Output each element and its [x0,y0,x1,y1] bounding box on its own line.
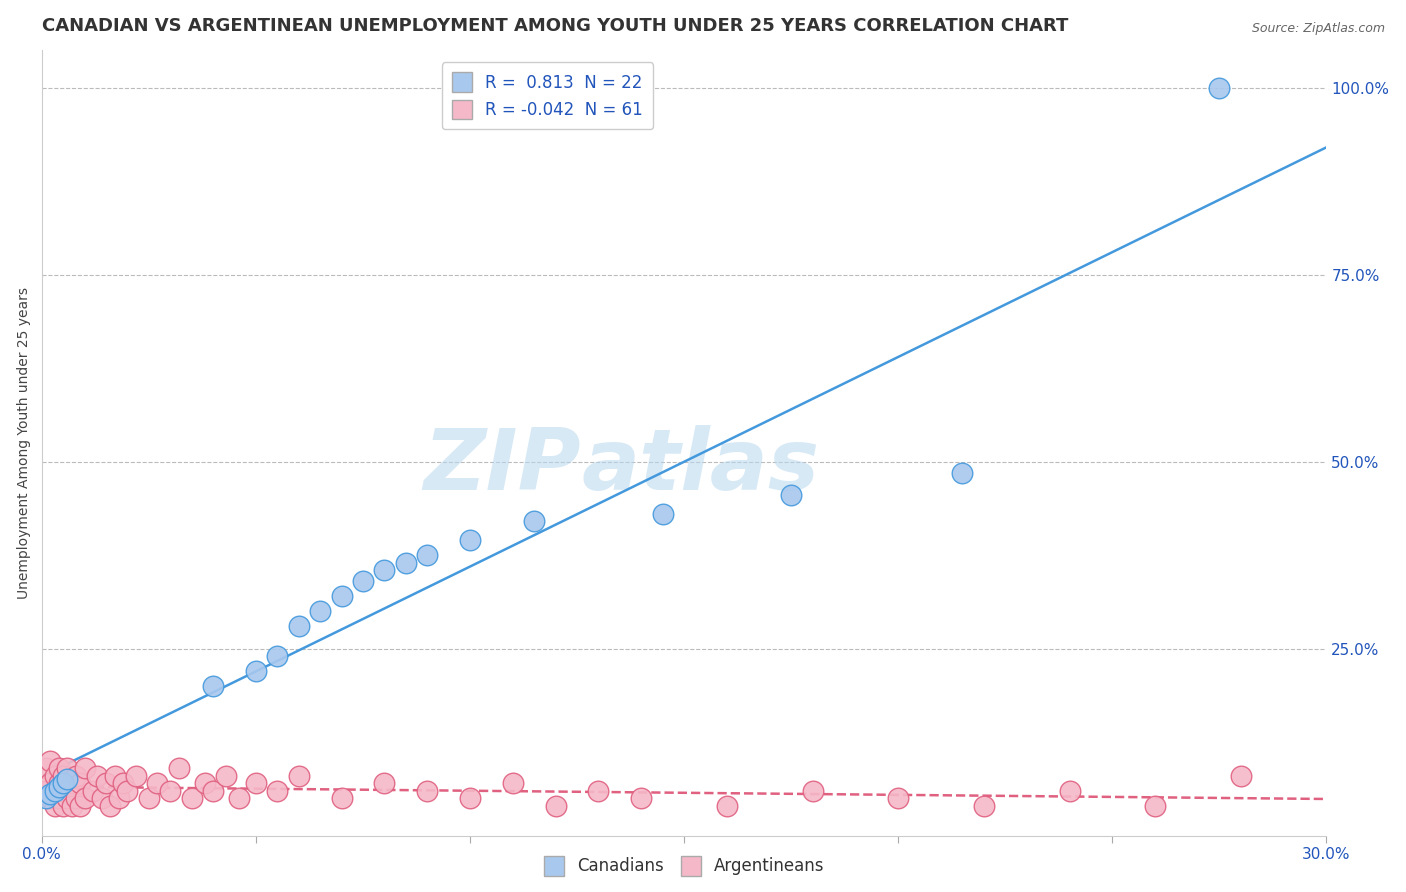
Point [146,776,169,790]
Point [1208,80,1230,95]
Text: ZIP: ZIP [423,425,581,508]
Point [39,791,62,805]
Point [39,776,62,790]
Point [52,783,75,797]
Point [90,791,112,805]
Point [215,769,238,783]
Point [65,791,87,805]
Text: CANADIAN VS ARGENTINEAN UNEMPLOYMENT AMONG YOUTH UNDER 25 YEARS CORRELATION CHAR: CANADIAN VS ARGENTINEAN UNEMPLOYMENT AMO… [42,17,1069,35]
Point [373,563,395,577]
Point [48,791,70,805]
Y-axis label: Unemployment Among Youth under 25 years: Unemployment Among Youth under 25 years [17,287,31,599]
Point [544,798,567,813]
Point [44,798,66,813]
Point [69,776,91,790]
Point [39,788,62,802]
Point [193,776,215,790]
Point [973,798,995,813]
Point [395,556,418,570]
Point [309,604,332,618]
Point [117,783,139,797]
Point [228,791,250,805]
Point [1144,798,1167,813]
Text: Source: ZipAtlas.com: Source: ZipAtlas.com [1251,22,1385,36]
Point [523,515,546,529]
Point [1230,769,1253,783]
Point [35,791,58,805]
Point [56,772,79,787]
Point [35,783,58,797]
Point [458,533,481,547]
Point [502,776,524,790]
Point [1059,783,1081,797]
Point [801,783,824,797]
Point [352,574,374,589]
Point [330,589,353,603]
Point [330,791,353,805]
Text: atlas: atlas [581,425,820,508]
Point [44,769,66,783]
Point [630,791,652,805]
Point [69,798,91,813]
Point [73,761,96,775]
Point [39,754,62,768]
Point [112,776,135,790]
Point [48,761,70,775]
Point [94,776,117,790]
Point [651,507,673,521]
Point [60,798,83,813]
Point [98,798,121,813]
Point [202,783,225,797]
Point [73,791,96,805]
Point [716,798,738,813]
Point [52,798,75,813]
Point [287,619,309,633]
Point [65,769,87,783]
Point [180,791,202,805]
Point [52,769,75,783]
Point [952,466,974,480]
Point [125,769,148,783]
Point [287,769,309,783]
Point [245,664,267,678]
Point [108,791,131,805]
Point [458,791,481,805]
Point [416,783,439,797]
Point [138,791,160,805]
Point [48,780,70,794]
Point [44,783,66,797]
Point [780,488,803,502]
Point [245,776,267,790]
Point [60,776,83,790]
Point [56,791,79,805]
Point [202,679,225,693]
Point [887,791,910,805]
Point [52,776,75,790]
Point [167,761,190,775]
Point [373,776,395,790]
Legend: Canadians, Argentineans: Canadians, Argentineans [537,850,831,882]
Point [103,769,125,783]
Point [82,783,104,797]
Point [48,776,70,790]
Point [266,783,288,797]
Point [56,761,79,775]
Point [416,548,439,562]
Point [35,761,58,775]
Point [159,783,181,797]
Point [44,783,66,797]
Point [588,783,610,797]
Point [266,648,288,663]
Point [86,769,108,783]
